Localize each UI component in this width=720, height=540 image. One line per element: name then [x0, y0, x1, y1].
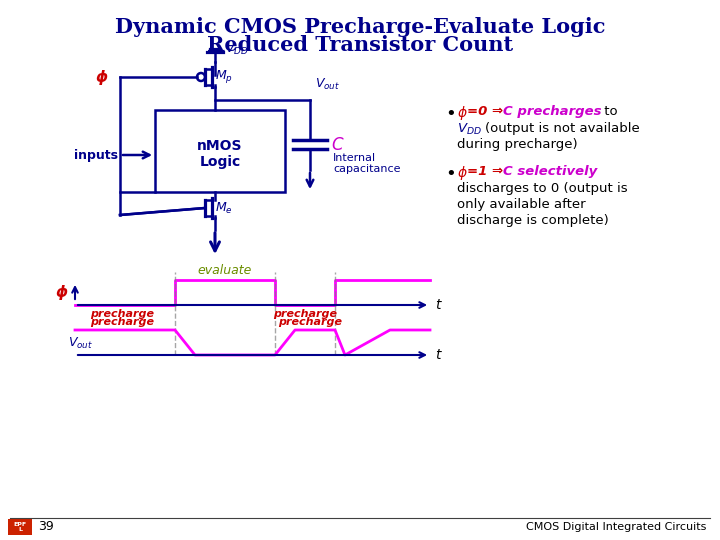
Text: Reduced Transistor Count: Reduced Transistor Count [207, 35, 513, 55]
Text: precharge: precharge [278, 317, 342, 327]
Text: ϕ: ϕ [96, 69, 108, 85]
Text: $\phi$: $\phi$ [457, 104, 468, 122]
Text: precharge: precharge [90, 309, 154, 319]
Text: $V_{DD}$: $V_{DD}$ [225, 42, 248, 57]
Text: Logic: Logic [199, 155, 240, 169]
Text: capacitance: capacitance [333, 164, 400, 174]
Text: $V_{out}$: $V_{out}$ [68, 335, 93, 350]
Text: ϕ: ϕ [56, 284, 68, 300]
Text: inputs: inputs [74, 148, 118, 161]
Text: CMOS Digital Integrated Circuits: CMOS Digital Integrated Circuits [526, 522, 706, 532]
Text: t: t [435, 298, 441, 312]
Text: $V_{out}$: $V_{out}$ [315, 77, 340, 92]
Text: during precharge): during precharge) [457, 138, 577, 151]
Text: $\phi$: $\phi$ [457, 164, 468, 182]
Text: C precharges: C precharges [503, 105, 601, 118]
Text: EPF
L: EPF L [14, 522, 27, 532]
Text: 39: 39 [38, 521, 54, 534]
Text: $M_p$: $M_p$ [215, 69, 233, 85]
Text: precharge: precharge [273, 309, 337, 319]
Text: (output is not available: (output is not available [485, 122, 640, 135]
Bar [8, 519, 32, 535]
Text: discharge is complete): discharge is complete) [457, 214, 608, 227]
Text: $V_{DD}$: $V_{DD}$ [457, 122, 482, 137]
Bar [155, 110, 285, 192]
Text: nMOS: nMOS [197, 139, 243, 153]
Text: =1 ⇒: =1 ⇒ [467, 165, 503, 178]
Text: Dynamic CMOS Precharge-Evaluate Logic: Dynamic CMOS Precharge-Evaluate Logic [114, 17, 606, 37]
Text: only available after: only available after [457, 198, 585, 211]
Text: to: to [600, 105, 618, 118]
Text: discharges to 0 (output is: discharges to 0 (output is [457, 182, 628, 195]
Text: Internal: Internal [333, 153, 376, 163]
Text: =0 ⇒: =0 ⇒ [467, 105, 503, 118]
Text: $M_e$: $M_e$ [215, 200, 233, 215]
Text: •: • [445, 105, 456, 123]
Text: evaluate: evaluate [198, 264, 252, 277]
Text: •: • [445, 165, 456, 183]
Text: $C$: $C$ [331, 136, 345, 154]
Text: C selectively: C selectively [503, 165, 598, 178]
Text: t: t [435, 348, 441, 362]
Text: precharge: precharge [90, 317, 154, 327]
